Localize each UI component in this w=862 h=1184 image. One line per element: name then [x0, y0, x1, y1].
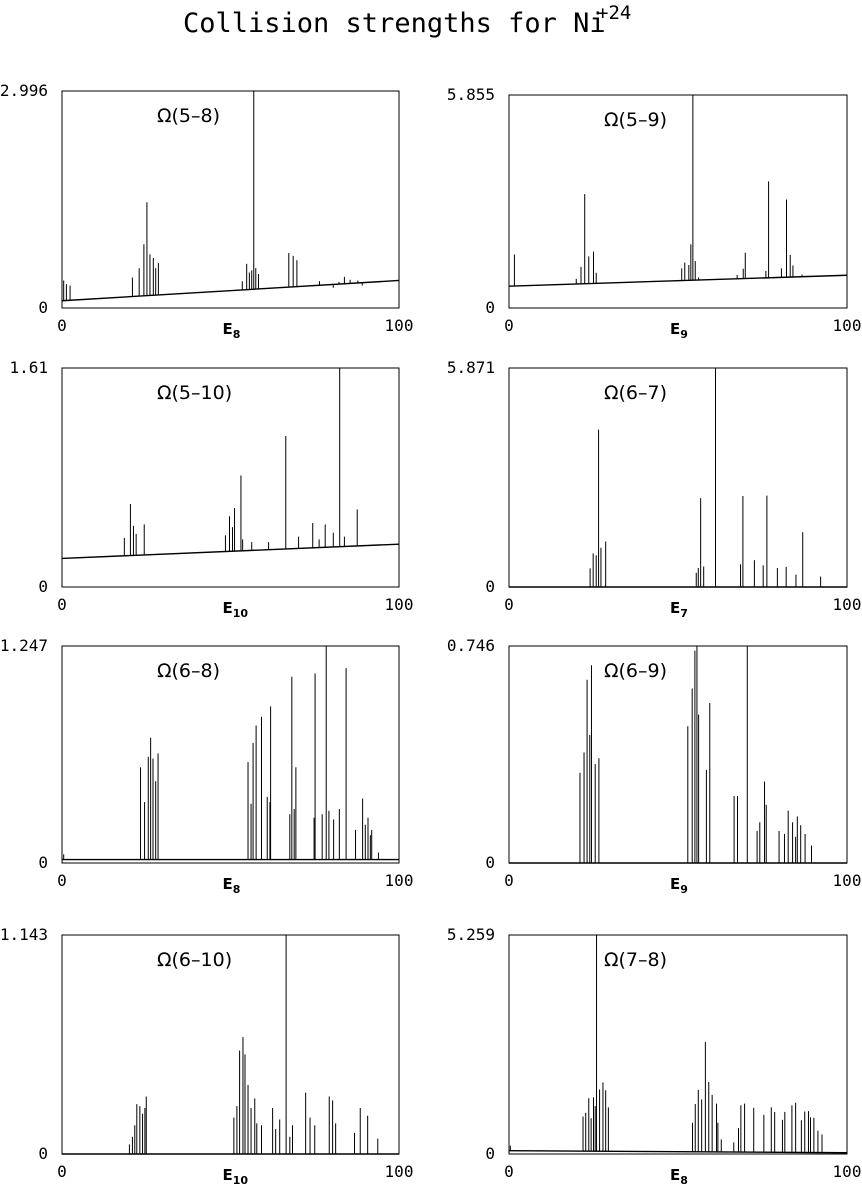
panel-title: Ω(6–9): [604, 660, 667, 682]
panel-title: Ω(5–10): [157, 382, 232, 404]
x-tick-label-max: 100: [385, 595, 414, 614]
y-tick-label-max: 1.247: [0, 636, 48, 655]
x-tick-label-max: 100: [833, 871, 862, 890]
plot-frame: [508, 645, 848, 864]
plot-frame: [508, 934, 848, 1155]
y-tick-label-min: 0: [485, 577, 495, 596]
baseline-line: [508, 1149, 848, 1154]
x-axis-label: E10: [223, 1166, 249, 1184]
y-tick-label-max: 5.855: [447, 85, 495, 104]
baseline-line: [61, 279, 400, 302]
baseline-line: [61, 543, 400, 560]
plot-frame: [61, 367, 400, 588]
y-tick-label-min: 0: [38, 853, 48, 872]
y-tick-label-min: 0: [38, 1144, 48, 1163]
chart-8: 0 5.259 0 100 E8 Ω(7–8): [447, 925, 862, 1184]
chart-3: 0 1.61 0 100 E10 Ω(5–10): [9, 358, 413, 620]
plot-frame: [61, 90, 400, 309]
y-tick-label-max: 1.143: [0, 925, 48, 944]
baseline-line: [508, 274, 848, 287]
chart-2: 0 5.855 0 100 E9 Ω(5–9): [447, 85, 862, 341]
y-tick-label-max: 5.259: [447, 925, 495, 944]
x-axis-label: E8: [670, 1166, 688, 1184]
plot-frame: [508, 94, 848, 309]
y-tick-label-max: 5.871: [447, 358, 495, 377]
x-axis-label: E9: [670, 320, 688, 341]
x-axis-label: E9: [670, 875, 688, 896]
x-tick-label-max: 100: [385, 1162, 414, 1181]
x-tick-label-min: 0: [504, 316, 514, 335]
chart-1: 0 2.996 0 100 E8 Ω(5–8): [0, 81, 413, 341]
x-axis-label: E8: [223, 875, 241, 896]
x-tick-label-min: 0: [57, 1162, 67, 1181]
y-tick-label-max: 2.996: [0, 81, 48, 100]
title-main: Collision strengths for Ni: [183, 8, 606, 39]
x-axis-label: E8: [223, 320, 241, 341]
x-tick-label-min: 0: [504, 1162, 514, 1181]
panel-title: Ω(6–8): [157, 660, 220, 682]
x-tick-label-min: 0: [57, 595, 67, 614]
panel-title: Ω(5–8): [157, 105, 220, 127]
y-tick-label-min: 0: [38, 577, 48, 596]
x-axis-label: E10: [223, 599, 249, 620]
x-axis-label: E7: [670, 599, 688, 620]
chart-6: 0 0.746 0 100 E9 Ω(6–9): [447, 636, 862, 896]
title-superscript: +24: [597, 2, 632, 24]
x-tick-label-max: 100: [833, 1162, 862, 1181]
x-tick-label-min: 0: [504, 595, 514, 614]
x-tick-label-min: 0: [57, 316, 67, 335]
chart-5: 0 1.247 0 100 E8 Ω(6–8): [0, 636, 413, 896]
panel-title: Ω(6–7): [604, 382, 667, 404]
x-tick-label-max: 100: [385, 871, 414, 890]
panel-title: Ω(6–10): [157, 949, 232, 971]
chart-4: 0 5.871 0 100 E7 Ω(6–7): [447, 358, 862, 620]
y-tick-label-min: 0: [485, 853, 495, 872]
plot-frame: [508, 367, 848, 588]
y-tick-label-min: 0: [485, 1144, 495, 1163]
panel-title: Ω(5–9): [604, 109, 667, 131]
x-tick-label-max: 100: [385, 316, 414, 335]
plot-frame: [61, 645, 400, 864]
y-tick-label-max: 0.746: [447, 636, 495, 655]
x-tick-label-min: 0: [504, 871, 514, 890]
chart-7: 0 1.143 0 100 E10 Ω(6–10): [0, 925, 413, 1184]
y-tick-label-min: 0: [38, 298, 48, 317]
x-tick-label-max: 100: [833, 316, 862, 335]
y-tick-label-max: 1.61: [9, 358, 48, 377]
x-tick-label-max: 100: [833, 595, 862, 614]
page-title: Collision strengths for Ni +24: [0, 0, 862, 48]
y-tick-label-min: 0: [485, 298, 495, 317]
panel-title: Ω(7–8): [604, 949, 667, 971]
x-tick-label-min: 0: [57, 871, 67, 890]
